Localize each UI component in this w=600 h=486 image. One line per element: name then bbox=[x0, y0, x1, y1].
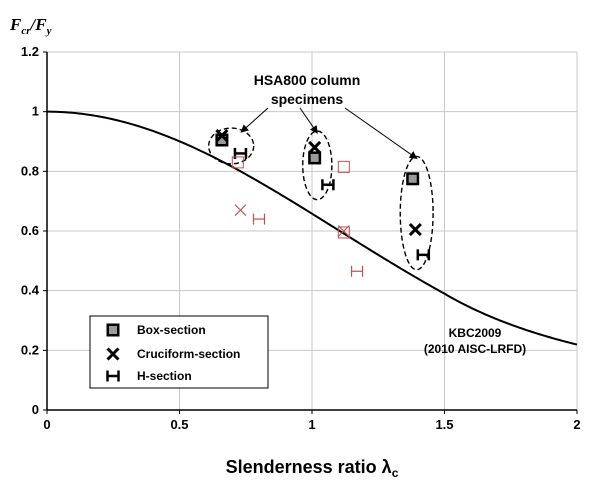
curve-label-line1: KBC2009 bbox=[449, 326, 502, 340]
annotation-line1: HSA800 column bbox=[254, 72, 361, 88]
x-tick-label: 0 bbox=[43, 417, 50, 432]
legend-label-h-section: H-section bbox=[137, 369, 192, 383]
x-tick-labels: 0 0.5 1 1.5 2 bbox=[43, 417, 580, 432]
data-point-cross bbox=[215, 128, 229, 143]
data-point-box bbox=[308, 151, 322, 165]
data-point-box bbox=[337, 226, 350, 239]
data-points bbox=[215, 128, 431, 277]
legend-marker-cross bbox=[106, 347, 120, 361]
data-point-cross bbox=[308, 140, 322, 155]
y-tick-label: 0.2 bbox=[21, 342, 39, 357]
data-point-box bbox=[406, 172, 420, 186]
x-axis-label: Slenderness ratio λc bbox=[226, 457, 399, 480]
y-axis-label: Fcr/Fy bbox=[9, 15, 52, 37]
y-tick-label: 1.2 bbox=[21, 44, 39, 59]
y-tick-label: 1 bbox=[32, 104, 39, 119]
specimen-group-ellipse bbox=[302, 130, 333, 201]
legend-marker-hsec bbox=[106, 370, 120, 382]
data-point-hsec bbox=[252, 213, 266, 225]
annotation-arrow bbox=[299, 107, 318, 134]
design-curve bbox=[46, 110, 578, 346]
legend-markers bbox=[106, 323, 120, 382]
y-tick-label: 0.8 bbox=[21, 163, 39, 178]
specimen-group-ellipses bbox=[207, 127, 434, 271]
axes bbox=[43, 51, 578, 414]
annotation-line2: specimens bbox=[271, 91, 344, 107]
x-tick-label: 0.5 bbox=[170, 417, 188, 432]
specimen-group-ellipse bbox=[207, 127, 255, 165]
annotation-arrow bbox=[240, 107, 269, 133]
legend-marker-box bbox=[106, 323, 120, 337]
x-tick-label: 2 bbox=[573, 417, 580, 432]
data-point-hsec bbox=[416, 249, 431, 261]
data-point-cross bbox=[408, 222, 422, 237]
legend-label-cruciform: Cruciform-section bbox=[137, 347, 240, 361]
data-point-cross bbox=[337, 225, 350, 237]
curve-label-line2: (2010 AISC-LRFD) bbox=[424, 342, 526, 356]
y-tick-label: 0 bbox=[32, 402, 39, 417]
x-tick-label: 1 bbox=[308, 417, 315, 432]
x-tick-label: 1.5 bbox=[435, 417, 453, 432]
y-tick-label: 0.4 bbox=[21, 283, 40, 298]
data-point-hsec bbox=[321, 179, 335, 191]
annotation-arrows bbox=[240, 107, 418, 159]
data-point-hsec bbox=[350, 265, 364, 277]
y-tick-labels: 0 0.2 0.4 0.6 0.8 1 1.2 bbox=[21, 44, 40, 417]
data-point-box bbox=[337, 160, 350, 173]
y-tick-label: 0.6 bbox=[21, 223, 39, 238]
legend-label-box: Box-section bbox=[137, 323, 206, 337]
data-point-box bbox=[231, 156, 244, 169]
annotation-arrow bbox=[344, 107, 418, 159]
data-point-cross bbox=[234, 204, 247, 217]
legend: Box-section Cruciform-section H-section bbox=[89, 315, 269, 389]
